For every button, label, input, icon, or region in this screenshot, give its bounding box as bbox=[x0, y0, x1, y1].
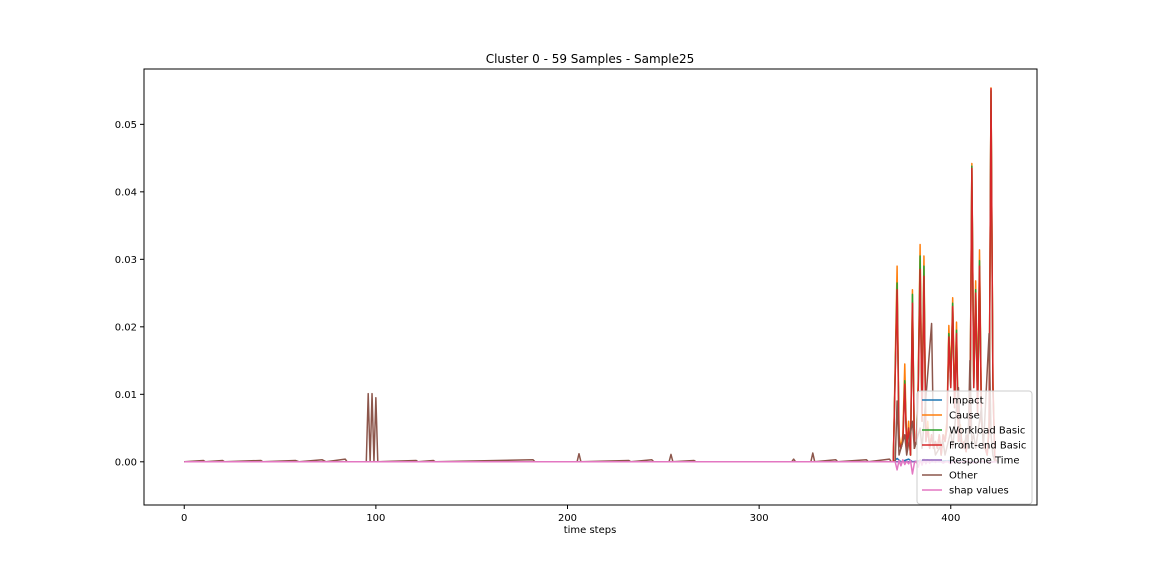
legend-label: Front-end Basic bbox=[949, 441, 1026, 452]
plot-frame bbox=[143, 68, 1038, 506]
legend-label: Impact bbox=[949, 396, 984, 407]
legend: Impact Cause Workload Basic Front-end Basic… bbox=[916, 390, 1033, 505]
x-tick-label: 300 bbox=[750, 513, 769, 524]
legend-label: Workload Basic bbox=[949, 426, 1025, 437]
legend-label: Respone Time bbox=[949, 456, 1019, 467]
series-line-other bbox=[184, 322, 996, 463]
y-tick-label: 0.01 bbox=[115, 390, 137, 401]
plot-series-group bbox=[184, 87, 998, 475]
x-axis: 0 100 200 300 400 bbox=[181, 505, 960, 524]
legend-box bbox=[916, 390, 1033, 505]
x-axis-title: time steps bbox=[564, 525, 617, 536]
x-tick-label: 100 bbox=[366, 513, 385, 524]
x-tick-label: 0 bbox=[181, 513, 187, 524]
x-tick-label: 200 bbox=[558, 513, 577, 524]
series-line-front-end-basic bbox=[184, 87, 998, 463]
y-axis: 0.00 0.01 0.02 0.03 0.04 0.05 bbox=[115, 120, 144, 468]
chart-title: Cluster 0 - 59 Samples - Sample25 bbox=[486, 52, 695, 66]
legend-label: shap values bbox=[949, 486, 1009, 497]
y-tick-label: 0.03 bbox=[115, 255, 137, 266]
legend-label: Other bbox=[949, 471, 978, 482]
y-tick-label: 0.00 bbox=[115, 457, 137, 468]
y-tick-label: 0.05 bbox=[115, 120, 137, 131]
legend-label: Cause bbox=[949, 411, 980, 422]
series-line-workload-basic bbox=[184, 89, 998, 463]
series-line-cause bbox=[184, 87, 998, 463]
y-tick-label: 0.02 bbox=[115, 322, 137, 333]
x-tick-label: 400 bbox=[941, 513, 960, 524]
y-tick-label: 0.04 bbox=[115, 187, 137, 198]
series-line-shap-values bbox=[184, 458, 997, 475]
